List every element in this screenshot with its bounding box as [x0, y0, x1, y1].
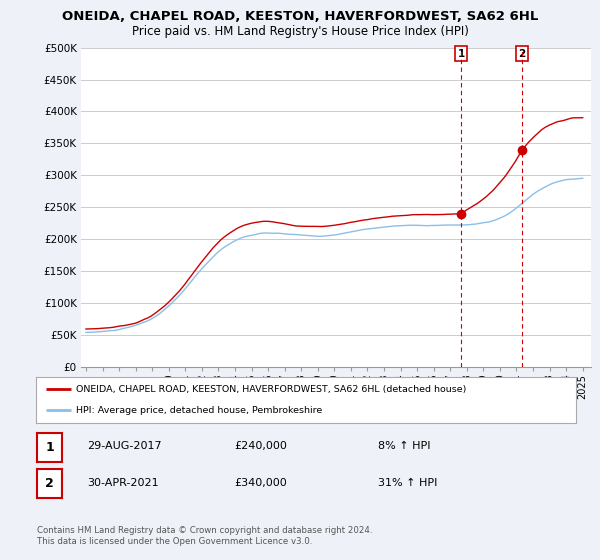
Text: £340,000: £340,000	[234, 478, 287, 488]
Text: Price paid vs. HM Land Registry's House Price Index (HPI): Price paid vs. HM Land Registry's House …	[131, 25, 469, 38]
Text: 31% ↑ HPI: 31% ↑ HPI	[378, 478, 437, 488]
Text: ONEIDA, CHAPEL ROAD, KEESTON, HAVERFORDWEST, SA62 6HL: ONEIDA, CHAPEL ROAD, KEESTON, HAVERFORDW…	[62, 10, 538, 23]
Text: £240,000: £240,000	[234, 441, 287, 451]
Text: ONEIDA, CHAPEL ROAD, KEESTON, HAVERFORDWEST, SA62 6HL (detached house): ONEIDA, CHAPEL ROAD, KEESTON, HAVERFORDW…	[77, 385, 467, 394]
Text: 2: 2	[46, 477, 54, 491]
Text: 29-AUG-2017: 29-AUG-2017	[87, 441, 161, 451]
Text: 1: 1	[46, 441, 54, 454]
Text: 2: 2	[518, 49, 526, 59]
Text: 8% ↑ HPI: 8% ↑ HPI	[378, 441, 431, 451]
Text: Contains HM Land Registry data © Crown copyright and database right 2024.
This d: Contains HM Land Registry data © Crown c…	[37, 526, 373, 546]
Text: 1: 1	[458, 49, 465, 59]
Text: HPI: Average price, detached house, Pembrokeshire: HPI: Average price, detached house, Pemb…	[77, 406, 323, 415]
Text: 30-APR-2021: 30-APR-2021	[87, 478, 158, 488]
